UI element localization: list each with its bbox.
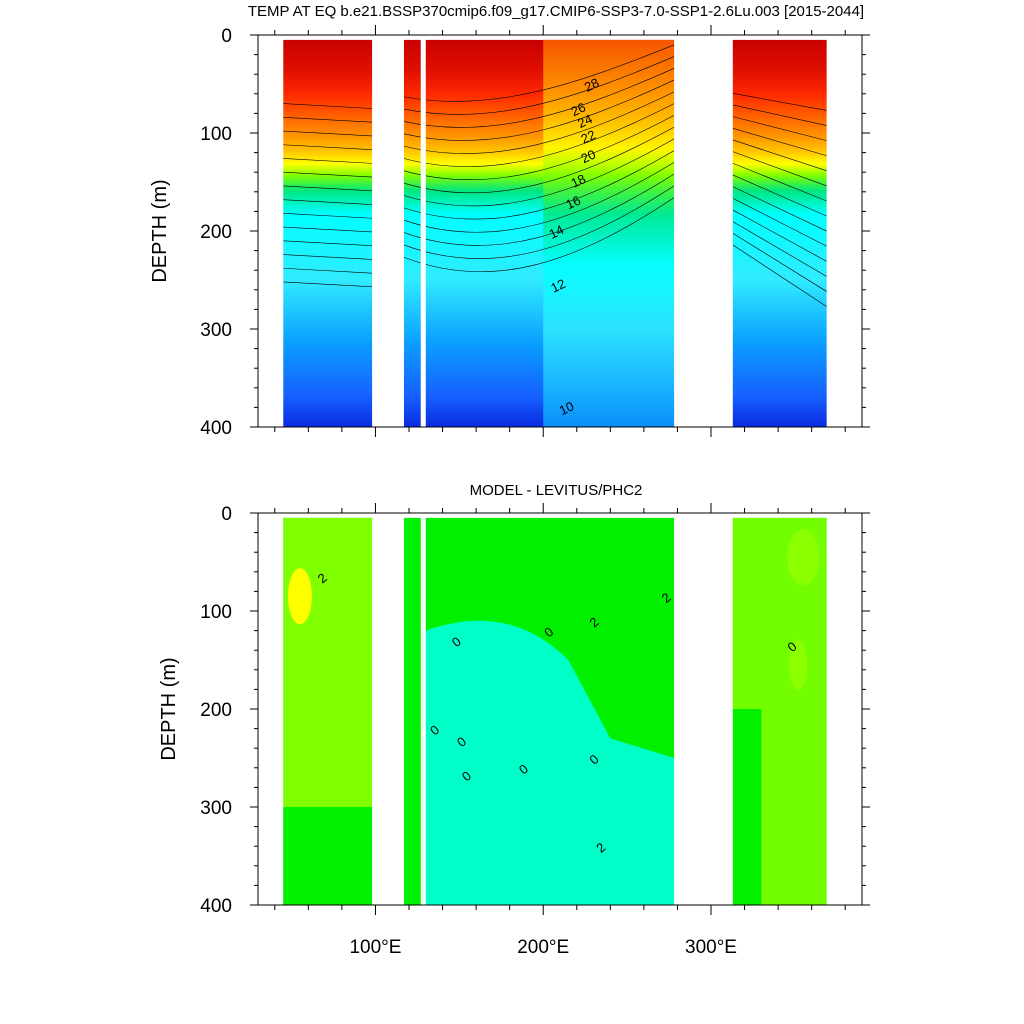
central-pacific-field	[425, 620, 675, 905]
contour-label: 18	[569, 171, 588, 191]
contour-line	[283, 240, 373, 246]
land-gap	[420, 514, 426, 905]
contour-line	[732, 198, 827, 247]
contour-line	[403, 162, 675, 233]
contour-lines	[283, 44, 827, 307]
contour-line	[732, 116, 827, 141]
contour-line	[403, 126, 675, 194]
warm-anomaly	[287, 568, 312, 625]
contour-label: 22	[579, 127, 598, 147]
x-tick-label: 100°E	[349, 937, 401, 958]
contour-line	[403, 197, 675, 273]
contour-line	[732, 139, 827, 172]
contour-line	[283, 117, 373, 123]
y-tick-label: 0	[221, 504, 232, 525]
y-axis-label: DEPTH (m)	[149, 179, 171, 282]
contour-line	[283, 267, 373, 274]
contour-label: 20	[579, 147, 598, 167]
contour-line	[403, 150, 675, 220]
land-gap	[420, 36, 426, 427]
y-tick-label: 100	[200, 124, 232, 145]
contour-line	[283, 226, 373, 233]
y-tick-label: 100	[200, 602, 232, 623]
contour-label: 28	[582, 75, 601, 95]
left-margin	[259, 514, 284, 905]
contour-line	[283, 130, 373, 137]
contour-line	[403, 68, 675, 128]
west-deep-field	[283, 807, 373, 905]
contour-line	[283, 158, 373, 164]
contour-line	[732, 163, 827, 202]
contour-line	[732, 209, 827, 262]
contour-line	[403, 91, 675, 154]
contour-line	[732, 174, 827, 217]
contour-line	[283, 103, 373, 109]
contour-line	[732, 104, 827, 126]
contour-line	[283, 185, 373, 192]
contour-line	[403, 44, 675, 102]
contour-line	[732, 244, 827, 307]
contour-line	[403, 138, 675, 207]
contour-label: 26	[569, 99, 588, 119]
contour-label: 14	[547, 222, 566, 242]
land-gap	[826, 36, 862, 427]
x-tick-label: 200°E	[517, 937, 569, 958]
contour-line	[403, 79, 675, 141]
land-gap	[674, 36, 733, 427]
land-gap	[826, 514, 862, 905]
contour-line	[403, 185, 675, 259]
y-tick-label: 400	[200, 896, 232, 917]
contour-label: 12	[548, 276, 567, 296]
contour-line	[403, 103, 675, 167]
contour-line	[283, 281, 373, 288]
atlantic-deep-field	[732, 709, 762, 905]
contour-line	[403, 173, 675, 246]
chart-title: TEMP AT EQ b.e21.BSSP370cmip6.f09_g17.CM…	[248, 3, 864, 20]
contour-line	[403, 56, 675, 115]
y-tick-label: 300	[200, 320, 232, 341]
contour-line	[283, 171, 373, 178]
y-tick-label: 200	[200, 700, 232, 721]
contour-line	[403, 115, 675, 181]
land-gap	[674, 514, 733, 905]
contour-line	[732, 186, 827, 232]
left-margin	[259, 36, 284, 427]
y-tick-label: 200	[200, 222, 232, 243]
contour-line	[732, 151, 827, 187]
contour-line	[732, 221, 827, 277]
y-tick-label: 0	[221, 26, 232, 47]
y-tick-label: 300	[200, 798, 232, 819]
land-gap	[372, 514, 404, 905]
x-tick-label: 300°E	[685, 937, 737, 958]
land-gap	[372, 36, 404, 427]
contour-line	[732, 93, 827, 111]
contour-line	[283, 199, 373, 205]
contour-label: 24	[575, 111, 594, 131]
contour-line	[732, 128, 827, 157]
east-pacific-field	[543, 39, 675, 428]
y-tick-label: 400	[200, 418, 232, 439]
y-axis-label: DEPTH (m)	[158, 657, 180, 760]
contour-line	[283, 144, 373, 150]
contour-line	[283, 254, 373, 260]
contour-label: 10	[557, 398, 576, 418]
contour-label: 16	[563, 193, 582, 213]
contour-line	[283, 213, 373, 219]
contour-line	[732, 232, 827, 292]
chart-title: MODEL - LEVITUS/PHC2	[470, 482, 643, 499]
